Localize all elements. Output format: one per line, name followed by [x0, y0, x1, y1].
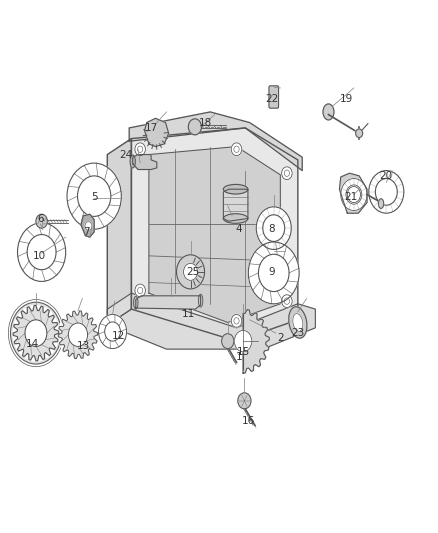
Circle shape [356, 129, 363, 138]
Ellipse shape [130, 155, 135, 168]
Circle shape [58, 311, 98, 359]
Text: 4: 4 [235, 224, 242, 234]
Text: 11: 11 [182, 310, 195, 319]
FancyBboxPatch shape [269, 86, 279, 108]
Polygon shape [131, 128, 298, 341]
Polygon shape [136, 296, 201, 309]
Circle shape [248, 242, 299, 304]
Circle shape [68, 323, 88, 346]
Text: 21: 21 [344, 192, 357, 202]
Circle shape [85, 222, 92, 230]
Text: 5: 5 [91, 192, 98, 202]
Ellipse shape [223, 184, 248, 194]
Circle shape [347, 187, 360, 203]
Circle shape [18, 223, 66, 281]
Ellipse shape [223, 214, 248, 223]
Ellipse shape [293, 313, 303, 332]
Circle shape [25, 320, 47, 346]
Circle shape [369, 171, 404, 213]
Text: 2: 2 [277, 334, 284, 343]
Polygon shape [339, 173, 367, 213]
Circle shape [238, 393, 251, 409]
Circle shape [282, 295, 292, 308]
Text: 9: 9 [268, 267, 275, 277]
Text: 18: 18 [198, 118, 212, 127]
Circle shape [256, 207, 291, 249]
Circle shape [282, 167, 292, 180]
Circle shape [36, 214, 47, 228]
Polygon shape [149, 147, 280, 322]
Circle shape [184, 263, 198, 280]
Circle shape [99, 314, 127, 349]
Polygon shape [13, 305, 59, 361]
Text: 24: 24 [120, 150, 133, 159]
Text: 19: 19 [339, 94, 353, 103]
Text: 25: 25 [186, 267, 199, 277]
Polygon shape [223, 189, 248, 221]
Polygon shape [81, 214, 94, 237]
Ellipse shape [323, 104, 334, 120]
Circle shape [67, 163, 121, 229]
Text: 12: 12 [112, 331, 125, 341]
Circle shape [177, 255, 205, 289]
Ellipse shape [378, 199, 384, 208]
Text: 20: 20 [379, 171, 392, 181]
Text: 22: 22 [265, 94, 278, 103]
Circle shape [135, 284, 145, 297]
Circle shape [222, 334, 234, 349]
Circle shape [231, 143, 242, 156]
Circle shape [188, 119, 201, 135]
Circle shape [341, 179, 367, 211]
Text: 15: 15 [237, 347, 250, 357]
Polygon shape [107, 293, 315, 349]
Polygon shape [129, 112, 302, 171]
Circle shape [231, 314, 242, 327]
Ellipse shape [289, 307, 307, 338]
Text: 8: 8 [268, 224, 275, 234]
Ellipse shape [134, 296, 138, 309]
Polygon shape [145, 118, 169, 147]
Polygon shape [133, 155, 157, 169]
Text: 10: 10 [33, 251, 46, 261]
Polygon shape [58, 311, 98, 359]
Text: 16: 16 [242, 416, 255, 426]
Text: 1: 1 [235, 352, 242, 362]
Circle shape [13, 305, 59, 361]
Polygon shape [107, 139, 131, 325]
Text: 6: 6 [37, 214, 44, 223]
Circle shape [11, 302, 61, 364]
Polygon shape [243, 310, 269, 373]
Text: 14: 14 [26, 339, 39, 349]
Ellipse shape [198, 294, 203, 307]
Text: 17: 17 [145, 123, 158, 133]
Text: 7: 7 [83, 227, 90, 237]
Polygon shape [131, 293, 298, 341]
Text: 23: 23 [291, 328, 304, 338]
Text: 13: 13 [77, 342, 90, 351]
Circle shape [135, 143, 145, 156]
Circle shape [234, 330, 252, 352]
